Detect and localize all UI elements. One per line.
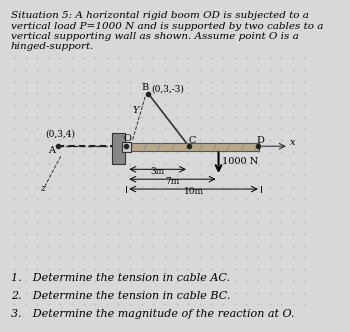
Text: 10m: 10m <box>183 187 204 196</box>
Text: (0,3,-3): (0,3,-3) <box>151 85 184 94</box>
Text: z: z <box>41 184 46 193</box>
Text: (0,3,4): (0,3,4) <box>45 129 75 138</box>
Text: 7m: 7m <box>165 177 180 186</box>
Bar <box>112 133 125 164</box>
Text: 3m: 3m <box>150 167 165 176</box>
Text: Y: Y <box>133 106 139 115</box>
Text: B: B <box>141 83 149 92</box>
Bar <box>125 143 259 151</box>
Text: O: O <box>124 134 132 143</box>
Text: A: A <box>48 146 55 155</box>
Text: x: x <box>290 137 296 147</box>
Text: 1. Determine the tension in cable AC.: 1. Determine the tension in cable AC. <box>11 273 230 283</box>
Text: 2. Determine the tension in cable BC.: 2. Determine the tension in cable BC. <box>11 291 230 301</box>
Text: 1000 N: 1000 N <box>222 157 258 166</box>
Bar <box>122 142 131 152</box>
Text: C: C <box>188 136 196 145</box>
Text: D: D <box>257 136 265 145</box>
Text: Situation 5: A horizontal rigid boom OD is subjected to a
vertical load P=1000 N: Situation 5: A horizontal rigid boom OD … <box>11 11 323 51</box>
Text: 3. Determine the magnitude of the reaction at O.: 3. Determine the magnitude of the reacti… <box>11 309 294 319</box>
